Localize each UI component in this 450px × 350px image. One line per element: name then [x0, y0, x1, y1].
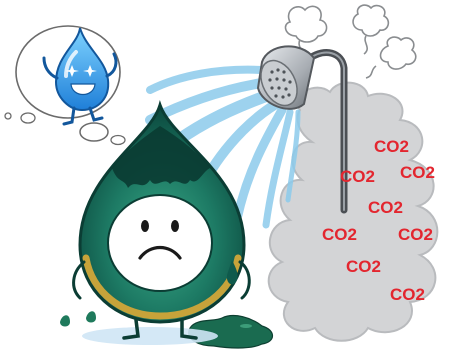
co2-label: CO2: [374, 137, 409, 156]
co2-label: CO2: [322, 225, 357, 244]
co2-label: CO2: [398, 225, 433, 244]
co2-label: CO2: [340, 167, 375, 186]
co2-label: CO2: [400, 163, 435, 182]
co2-label: CO2: [346, 257, 381, 276]
co2-label: CO2: [368, 198, 403, 217]
shower-head-icon: [256, 45, 316, 110]
happy-water-drop-icon: [42, 27, 118, 126]
smoke-cloud-icon: [267, 81, 439, 342]
sad-dirty-drop-icon: [72, 100, 251, 340]
co2-label: CO2: [390, 285, 425, 304]
green-puddle-icon: [60, 311, 274, 349]
steam-puff-icon: [284, 4, 417, 79]
shower-pipe: [306, 49, 348, 214]
co2-labels: CO2 CO2 CO2 CO2 CO2 CO2 CO2 CO2: [322, 137, 435, 304]
